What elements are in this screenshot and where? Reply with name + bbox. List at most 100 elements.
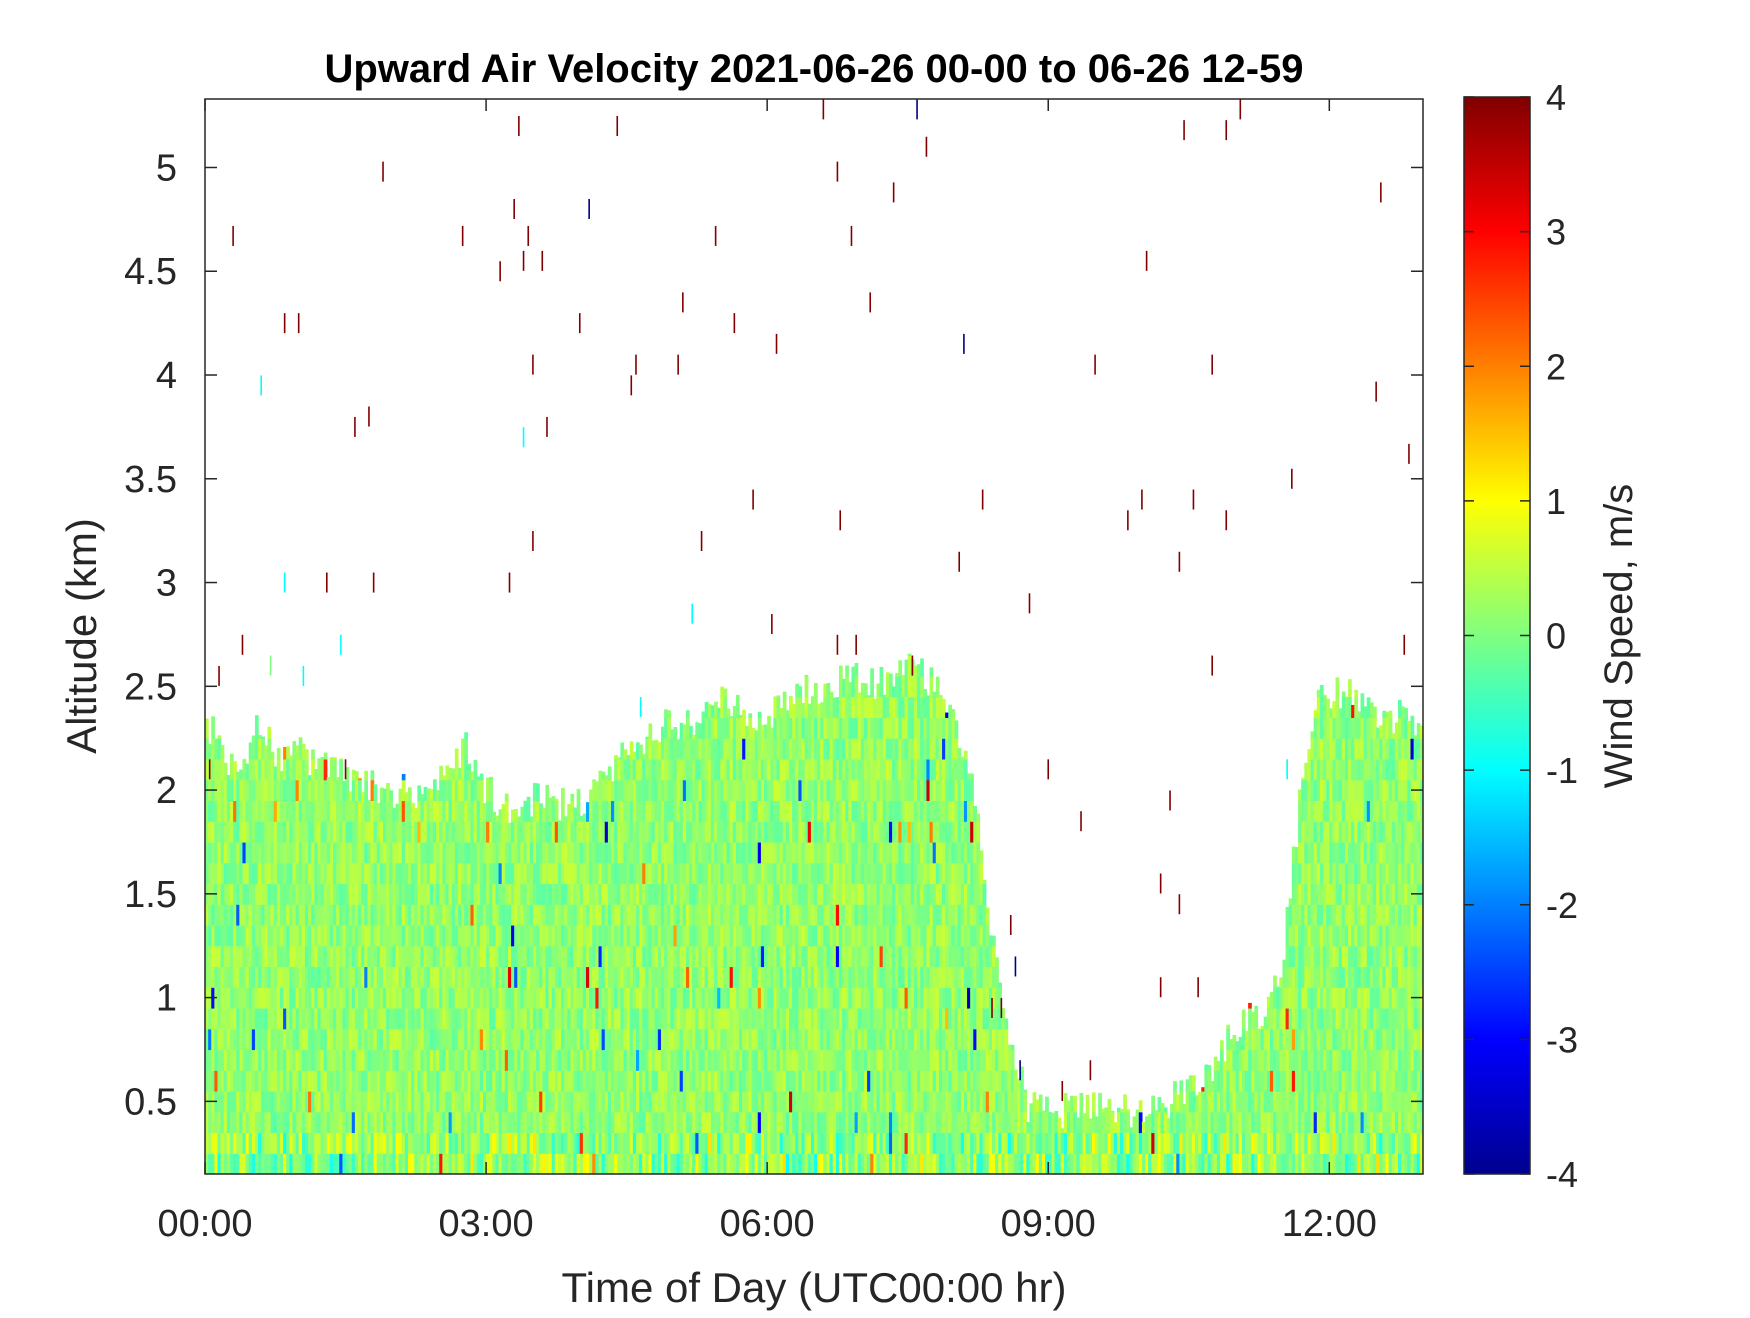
velocity-cell: [726, 1153, 731, 1174]
velocity-cell: [592, 1090, 596, 1113]
velocity-cell: [573, 1070, 578, 1092]
velocity-cell: [223, 1090, 228, 1113]
velocity-cell: [623, 1090, 628, 1113]
velocity-cell: [892, 883, 896, 905]
velocity-cell: [907, 883, 912, 905]
velocity-cell: [411, 1007, 415, 1030]
velocity-cell: [436, 904, 440, 926]
velocity-cell: [457, 767, 462, 781]
velocity-cell: [339, 841, 344, 864]
velocity-cell: [913, 862, 918, 885]
velocity-cell: [348, 1153, 353, 1174]
velocity-cell: [851, 821, 856, 843]
velocity-cell: [888, 758, 893, 781]
velocity-cell: [789, 1090, 793, 1113]
velocity-cell: [311, 779, 315, 802]
velocity-cell: [264, 1132, 269, 1154]
velocity-cell: [398, 1070, 403, 1092]
velocity-cell: [757, 717, 762, 739]
velocity-cell: [532, 1153, 537, 1174]
velocity-cell: [564, 1070, 568, 1092]
velocity-cell: [748, 800, 753, 822]
velocity-cell: [398, 821, 403, 843]
velocity-cell: [754, 738, 759, 760]
velocity-cell: [935, 1153, 940, 1174]
velocity-cell: [920, 717, 924, 739]
velocity-cell: [601, 779, 606, 802]
velocity-cell: [654, 1132, 659, 1154]
velocity-cell: [717, 1049, 721, 1071]
velocity-cell: [336, 862, 340, 885]
velocity-cell: [798, 779, 803, 802]
velocity-cell: [457, 924, 462, 947]
velocity-cell: [682, 904, 687, 926]
velocity-cell: [529, 987, 534, 1009]
velocity-cell: [217, 738, 222, 760]
velocity-cell: [623, 1111, 628, 1134]
velocity-cell: [298, 1070, 303, 1092]
velocity-cell: [233, 1090, 237, 1113]
velocity-cell: [851, 924, 856, 947]
velocity-cell: [798, 758, 803, 781]
velocity-cell: [870, 1049, 874, 1071]
velocity-cell: [498, 809, 503, 822]
velocity-cell: [564, 1111, 568, 1134]
velocity-cell: [929, 675, 934, 698]
velocity-cell: [717, 1090, 721, 1113]
velocity-cell: [326, 1070, 331, 1092]
velocity-cell: [283, 1111, 287, 1134]
velocity-cell: [364, 779, 368, 802]
velocity-cell: [807, 904, 812, 926]
velocity-cell: [476, 1132, 481, 1154]
velocity-cell: [623, 1007, 628, 1030]
velocity-cell: [842, 841, 846, 864]
velocity-cell: [436, 1090, 440, 1113]
velocity-cell: [573, 1132, 578, 1154]
velocity-cell: [536, 966, 540, 988]
velocity-cell: [479, 1132, 484, 1154]
velocity-cell: [626, 904, 631, 926]
velocity-cell: [735, 862, 740, 885]
velocity-cell: [561, 1090, 565, 1113]
velocity-cell: [917, 1049, 921, 1071]
velocity-cell: [308, 1090, 312, 1113]
velocity-cell: [698, 841, 703, 864]
velocity-cell: [885, 904, 890, 926]
velocity-cell: [276, 748, 281, 760]
velocity-cell: [498, 821, 503, 843]
velocity-cell: [254, 862, 259, 885]
velocity-cell: [376, 904, 381, 926]
velocity-cell: [348, 821, 353, 843]
velocity-cell: [276, 800, 281, 822]
velocity-cell: [295, 1070, 300, 1092]
velocity-cell: [667, 1132, 671, 1154]
velocity-cell: [698, 1132, 703, 1154]
velocity-cell: [301, 945, 306, 968]
velocity-cell: [689, 800, 693, 822]
velocity-cell: [767, 717, 771, 739]
velocity-cell: [676, 1111, 681, 1134]
velocity-cell: [857, 1049, 862, 1071]
velocity-cell: [226, 841, 231, 864]
velocity-cell: [714, 924, 718, 947]
velocity-cell: [717, 758, 721, 781]
velocity-cell: [598, 1028, 603, 1051]
velocity-cell: [229, 1153, 234, 1174]
velocity-cell: [211, 1049, 215, 1071]
velocity-cell: [470, 1153, 475, 1174]
velocity-cell: [233, 1111, 237, 1134]
velocity-cell: [301, 987, 306, 1009]
velocity-cell: [726, 1111, 731, 1134]
velocity-cell: [248, 1007, 253, 1030]
velocity-cell: [267, 1111, 272, 1134]
velocity-cell: [673, 726, 678, 739]
velocity-cell: [514, 945, 518, 968]
velocity-cell: [717, 1070, 721, 1092]
velocity-cell: [298, 1090, 303, 1113]
velocity-cell: [617, 1028, 621, 1051]
velocity-cell: [760, 924, 765, 947]
velocity-cell: [548, 1090, 553, 1113]
velocity-cell: [826, 696, 831, 719]
velocity-cell: [857, 1111, 862, 1134]
velocity-cell: [592, 1070, 596, 1092]
